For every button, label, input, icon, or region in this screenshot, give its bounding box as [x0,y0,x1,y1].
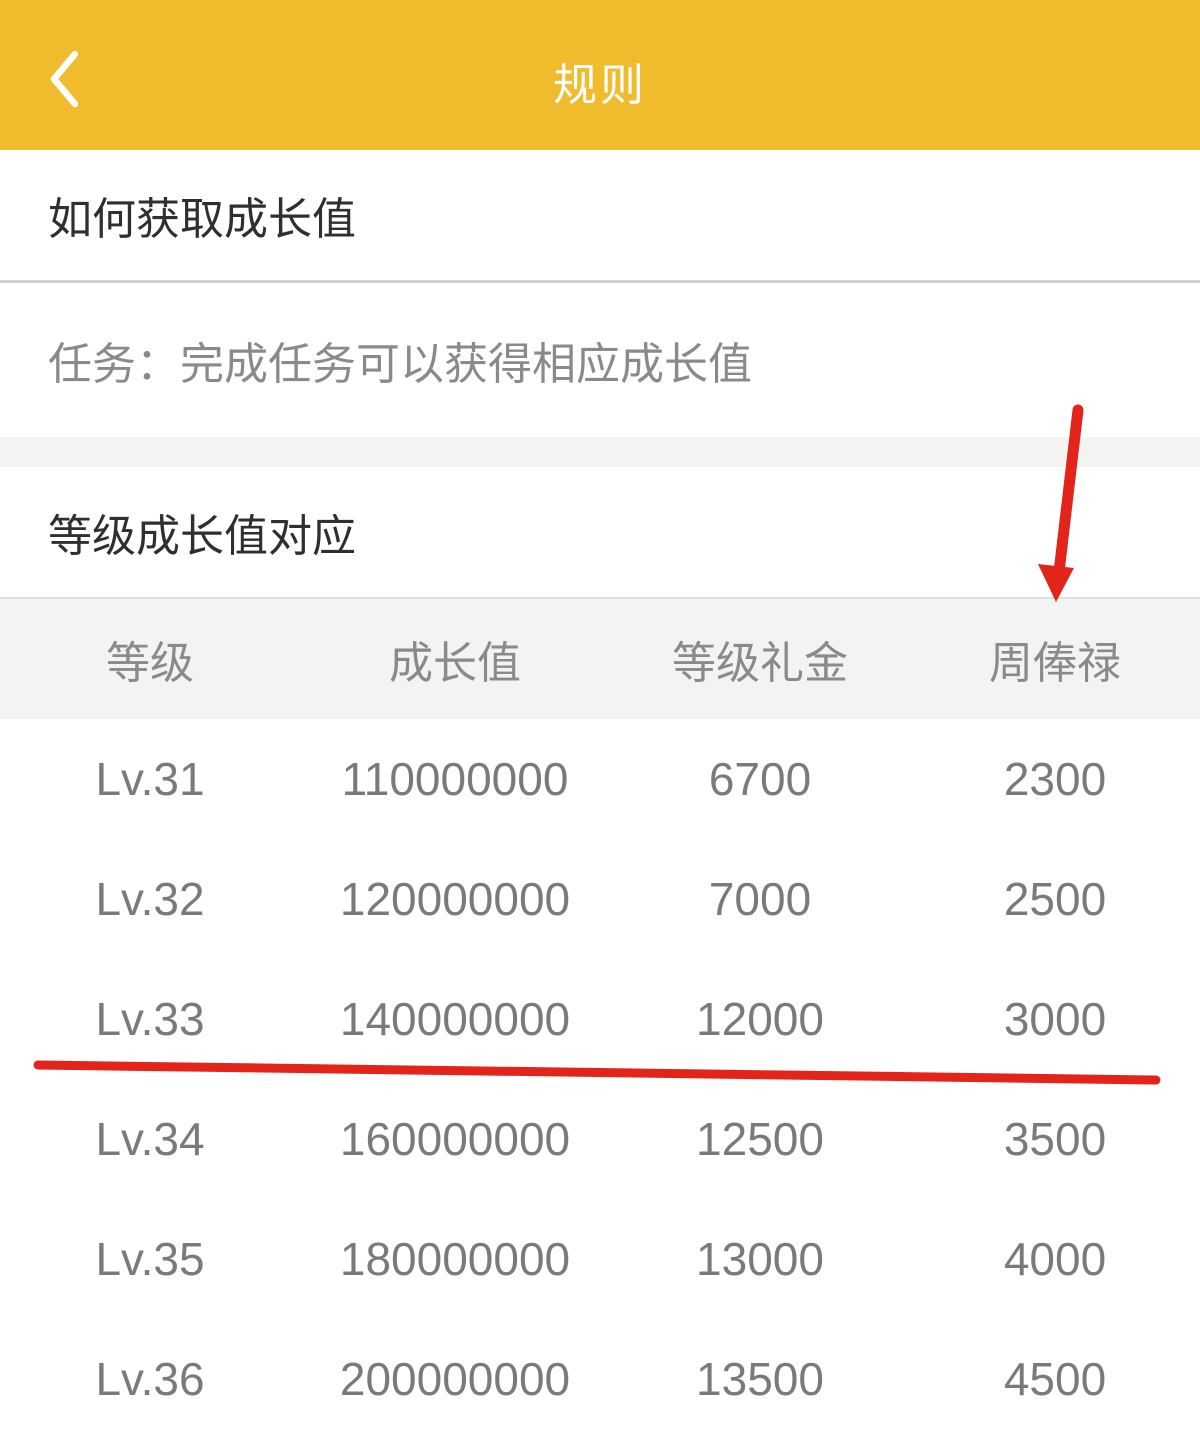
section-task: 任务：完成任务可以获得相应成长值 [0,283,1200,437]
cell-salary: 2500 [1003,873,1107,925]
section-divider [0,280,1200,283]
column-header-gift: 等级礼金 [672,639,848,688]
level-growth-table: 等级 成长值 等级礼金 周俸禄 Lv.31 110000000 6700 230… [0,597,1200,1439]
section-gap-stripe [0,437,1200,467]
how-to-get-title: 如何获取成长值 [48,195,356,244]
column-header-salary: 周俸禄 [989,639,1121,688]
cell-level: Lv.33 [95,993,205,1045]
cell-salary: 3500 [1003,1113,1107,1165]
cell-growth: 200000000 [339,1353,571,1405]
cell-gift: 6700 [708,753,812,805]
cell-level: Lv.32 [95,873,205,925]
cell-gift: 12000 [696,993,824,1045]
cell-level: Lv.31 [95,753,205,805]
cell-salary: 4000 [1003,1233,1107,1285]
table-row: Lv.34 160000000 12500 3500 [0,1079,1200,1199]
table-row: Lv.31 110000000 6700 2300 [0,719,1200,839]
cell-salary: 4500 [1003,1353,1107,1405]
cell-gift: 13000 [696,1233,824,1285]
table-row-underlined: Lv.33 140000000 12000 3000 [0,959,1200,1079]
app-header: 规则 [0,0,1200,150]
cell-gift: 7000 [708,873,812,925]
page-title: 规则 [553,61,647,110]
column-header-level: 等级 [106,639,194,688]
cell-growth: 160000000 [339,1113,571,1165]
task-description: 任务：完成任务可以获得相应成长值 [48,340,752,389]
cell-salary: 3000 [1003,993,1107,1045]
cell-gift: 12500 [696,1113,824,1165]
section-level-table-title: 等级成长值对应 [0,467,1200,597]
cell-growth: 140000000 [339,993,571,1045]
chevron-left-icon [50,50,78,108]
level-table-title: 等级成长值对应 [48,512,356,561]
cell-growth: 120000000 [339,873,571,925]
back-button[interactable] [50,50,78,108]
cell-salary: 2300 [1003,753,1107,805]
section-how-to-get: 如何获取成长值 [0,150,1200,280]
cell-level: Lv.36 [95,1353,205,1405]
column-header-growth: 成长值 [389,639,521,688]
table-header-row: 等级 成长值 等级礼金 周俸禄 [0,597,1200,719]
cell-level: Lv.35 [95,1233,205,1285]
cell-growth: 180000000 [339,1233,571,1285]
cell-gift: 13500 [696,1353,824,1405]
table-row: Lv.35 180000000 13000 4000 [0,1199,1200,1319]
cell-level: Lv.34 [95,1113,205,1165]
table-row: Lv.36 200000000 13500 4500 [0,1319,1200,1439]
table-row: Lv.32 120000000 7000 2500 [0,839,1200,959]
cell-growth: 110000000 [341,753,569,805]
